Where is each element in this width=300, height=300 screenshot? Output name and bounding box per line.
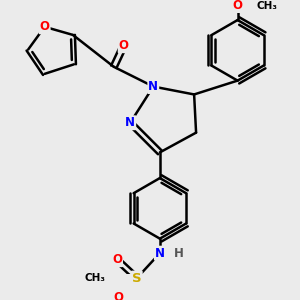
Text: N: N <box>148 80 158 93</box>
Text: N: N <box>125 116 135 129</box>
Text: O: O <box>113 291 123 300</box>
Text: O: O <box>112 253 122 266</box>
Text: N: N <box>155 247 165 260</box>
Text: H: H <box>174 247 184 260</box>
Text: CH₃: CH₃ <box>256 1 277 10</box>
Text: O: O <box>232 0 243 12</box>
Text: S: S <box>132 272 142 285</box>
Text: CH₃: CH₃ <box>85 273 106 283</box>
Text: O: O <box>40 20 50 33</box>
Text: O: O <box>119 39 129 52</box>
